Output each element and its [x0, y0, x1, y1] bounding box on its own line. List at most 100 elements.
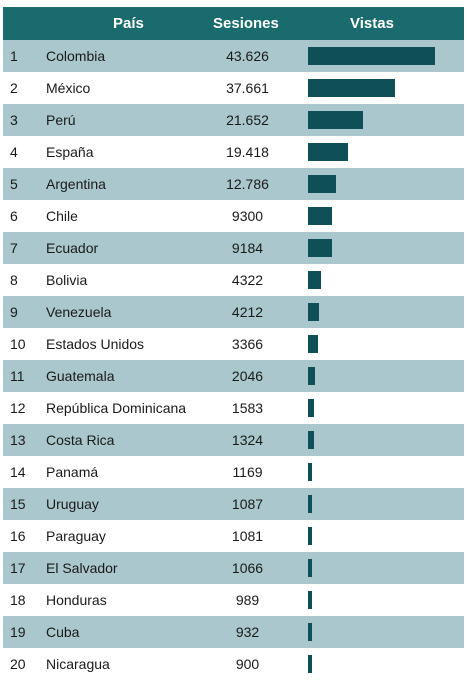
- table-row: 12 República Dominicana 1583: [3, 392, 464, 424]
- row-rank: 15: [10, 496, 26, 512]
- table-row: 10 Estados Unidos 3366: [3, 328, 464, 360]
- row-rank: 4: [10, 144, 18, 160]
- header-views: Vistas: [350, 15, 394, 32]
- row-sessions: 1583: [231, 400, 264, 416]
- row-sessions: 1169: [232, 464, 263, 480]
- row-sessions: 3366: [231, 336, 264, 352]
- row-sessions: 9300: [231, 208, 264, 224]
- table-row: 19 Cuba 932: [3, 616, 464, 648]
- row-rank: 8: [10, 272, 18, 288]
- views-bar: [308, 431, 315, 449]
- row-sessions: 9184: [231, 240, 264, 256]
- row-country: Bolivia: [46, 272, 88, 288]
- views-bar: [308, 399, 315, 417]
- row-country: Nicaragua: [46, 656, 110, 672]
- table-row: 5 Argentina 12.786: [3, 168, 464, 200]
- views-bar: [308, 495, 313, 513]
- views-bar: [308, 559, 313, 577]
- row-country: Ecuador: [46, 240, 99, 256]
- row-country: El Salvador: [46, 560, 118, 576]
- views-bar: [308, 591, 313, 609]
- views-bar: [308, 239, 333, 257]
- views-bar: [308, 623, 313, 641]
- table-row: 18 Honduras 989: [3, 584, 464, 616]
- row-country: Paraguay: [46, 528, 106, 544]
- row-country: Uruguay: [46, 496, 99, 512]
- row-sessions: 1087: [231, 496, 264, 512]
- table-body: 1 Colombia 43.626 2 México 37.661 3 Perú 21.652 4…: [3, 40, 464, 680]
- row-country: Cuba: [46, 624, 80, 640]
- row-country: Guatemala: [46, 368, 115, 384]
- row-sessions: 4322: [231, 272, 264, 288]
- row-sessions: 1081: [231, 528, 264, 544]
- row-sessions: 21.652: [226, 112, 269, 128]
- row-rank: 2: [10, 80, 18, 96]
- row-rank: 5: [10, 176, 18, 192]
- row-rank: 18: [10, 592, 26, 608]
- table-row: 8 Bolivia 4322: [3, 264, 464, 296]
- table-row: 13 Costa Rica 1324: [3, 424, 464, 456]
- row-sessions: 19.418: [226, 144, 269, 160]
- row-country: Chile: [46, 208, 78, 224]
- row-sessions: 1324: [231, 432, 264, 448]
- row-country: República Dominicana: [46, 400, 187, 416]
- header-sessions: Sesiones: [213, 15, 279, 32]
- row-sessions: 900: [235, 656, 260, 672]
- row-country: Estados Unidos: [46, 336, 145, 352]
- row-rank: 7: [10, 240, 18, 256]
- table-row: 1 Colombia 43.626: [3, 40, 464, 72]
- row-country: Perú: [46, 112, 76, 128]
- views-bar: [308, 367, 316, 385]
- row-sessions: 989: [235, 592, 260, 608]
- row-sessions: 932: [235, 624, 260, 640]
- views-bar: [308, 143, 349, 161]
- table-row: 7 Ecuador 9184: [3, 232, 464, 264]
- row-country: Colombia: [46, 48, 106, 64]
- row-sessions: 4212: [231, 304, 264, 320]
- table-row: 17 El Salvador 1066: [3, 552, 464, 584]
- row-rank: 12: [10, 400, 26, 416]
- countries-table: País Sesiones Vistas 1 Colombia 43.626 2 Méx…: [3, 7, 464, 680]
- views-bar: [308, 335, 319, 353]
- row-rank: 9: [10, 304, 18, 320]
- row-sessions: 43.626: [226, 48, 269, 64]
- row-rank: 17: [10, 560, 26, 576]
- row-sessions: 37.661: [226, 80, 269, 96]
- views-bar: [308, 527, 313, 545]
- row-country: Costa Rica: [46, 432, 115, 448]
- table-row: 15 Uruguay 1087: [3, 488, 464, 520]
- row-rank: 3: [10, 112, 18, 128]
- row-country: Argentina: [46, 176, 106, 192]
- row-rank: 20: [10, 656, 26, 672]
- views-bar: [308, 463, 313, 481]
- row-country: Panamá: [46, 464, 99, 480]
- views-bar: [308, 207, 333, 225]
- row-rank: 19: [10, 624, 26, 640]
- views-bar: [308, 175, 337, 193]
- table-row: 20 Nicaragua 900: [3, 648, 464, 680]
- row-sessions: 1066: [231, 560, 264, 576]
- row-rank: 13: [10, 432, 26, 448]
- table-row: 9 Venezuela 4212: [3, 296, 464, 328]
- row-country: Honduras: [46, 592, 107, 608]
- row-country: España: [46, 144, 94, 160]
- table-header: País Sesiones Vistas: [3, 7, 464, 40]
- row-country: Venezuela: [46, 304, 112, 320]
- table-row: 16 Paraguay 1081: [3, 520, 464, 552]
- row-rank: 1: [10, 48, 18, 64]
- table-row: 4 España 19.418: [3, 136, 464, 168]
- views-bar: [308, 111, 364, 129]
- views-bar: [308, 271, 322, 289]
- row-sessions: 12.786: [226, 176, 269, 192]
- table-row: 2 México 37.661: [3, 72, 464, 104]
- table-row: 14 Panamá 1169: [3, 456, 464, 488]
- row-rank: 16: [10, 528, 26, 544]
- header-country: País: [113, 15, 144, 32]
- views-bar: [308, 655, 313, 673]
- row-sessions: 2046: [231, 368, 264, 384]
- row-rank: 10: [10, 336, 26, 352]
- views-bar: [308, 303, 320, 321]
- table-row: 11 Guatemala 2046: [3, 360, 464, 392]
- row-rank: 11: [10, 368, 25, 384]
- table-row: 6 Chile 9300: [3, 200, 464, 232]
